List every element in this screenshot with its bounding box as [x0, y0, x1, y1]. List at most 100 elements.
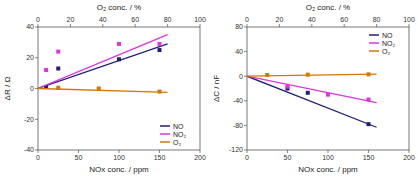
x-tick-label: 0	[245, 154, 249, 161]
legend-label: NO	[173, 123, 184, 130]
x-axis-label: NOx conc. / ppm	[298, 165, 358, 174]
series-point	[117, 57, 121, 61]
legend-swatch	[369, 42, 379, 44]
series-point	[158, 48, 162, 52]
x2-tick	[200, 24, 201, 27]
legend-swatch	[369, 50, 379, 52]
series-line	[38, 35, 168, 89]
series-point	[56, 50, 60, 54]
y-tick	[244, 100, 247, 101]
x-tick	[200, 150, 201, 153]
x2-tick-label: 20	[67, 16, 75, 23]
x-tick	[119, 150, 120, 153]
legend-label: NO	[382, 32, 393, 39]
series-point	[117, 42, 121, 46]
chart-svg: 0 50 100 150 200 0 20 40 60 80 100 -40 -20 0 20 40 NOx c…	[0, 0, 418, 181]
series-point	[265, 73, 269, 77]
x2-tick-label: 0	[36, 16, 40, 23]
series-point	[367, 98, 371, 102]
series-point	[306, 73, 310, 77]
x2-tick-label: 100	[194, 16, 206, 23]
x2-tick-label: 80	[373, 16, 381, 23]
y-tick-label: 0	[30, 85, 34, 92]
x-tick-label: 200	[403, 154, 415, 161]
y-tick	[35, 119, 38, 120]
y-tick	[244, 76, 247, 77]
y-tick	[35, 150, 38, 151]
x2-tick-label: 60	[340, 16, 348, 23]
x2-tick-label: 80	[164, 16, 172, 23]
x-tick	[368, 150, 369, 153]
series-point	[158, 90, 162, 94]
x2-tick-label: 40	[99, 16, 107, 23]
series-point	[306, 91, 310, 95]
x2-tick-label: 100	[403, 16, 415, 23]
x-tick-label: 50	[284, 154, 292, 161]
y-tick-label: -120	[229, 146, 243, 153]
series-point	[367, 72, 371, 76]
legend-label: O₂	[382, 48, 390, 55]
x-tick	[409, 150, 410, 153]
x2-tick-label: 20	[276, 16, 284, 23]
y-tick	[35, 27, 38, 28]
x2-axis-label: O₂ conc. / %	[306, 3, 350, 12]
x-tick	[159, 150, 160, 153]
series-line	[38, 44, 168, 89]
x2-tick	[167, 24, 168, 27]
x2-tick	[376, 24, 377, 27]
x-tick	[38, 150, 39, 153]
series-point	[286, 85, 290, 89]
series-point	[56, 86, 60, 90]
legend-swatch	[160, 141, 170, 143]
x2-tick	[344, 24, 345, 27]
legend-swatch	[160, 133, 170, 135]
x2-tick-label: 40	[308, 16, 316, 23]
y-tick-label: -20	[24, 116, 34, 123]
x-tick-label: 150	[154, 154, 166, 161]
y-tick-label: 0	[239, 73, 243, 80]
x-tick-label: 200	[194, 154, 206, 161]
x-tick-label: 150	[363, 154, 375, 161]
series-line	[247, 76, 377, 102]
x-tick-label: 0	[36, 154, 40, 161]
y-tick	[244, 125, 247, 126]
y-tick-label: 40	[26, 23, 34, 30]
series-point	[158, 42, 162, 46]
x2-tick	[102, 24, 103, 27]
series-point	[44, 68, 48, 72]
data-layer	[247, 72, 377, 127]
x2-tick	[311, 24, 312, 27]
y-tick-label: -40	[24, 146, 34, 153]
data-layer	[38, 35, 168, 94]
y-tick-label: -80	[233, 122, 243, 129]
series-point	[97, 87, 101, 91]
plot-frame	[38, 27, 200, 150]
series-point	[56, 67, 60, 71]
x2-tick	[135, 24, 136, 27]
legend-label: O₂	[173, 139, 181, 146]
legend-swatch	[369, 34, 379, 36]
x-axis-label: NOx conc. / ppm	[89, 165, 149, 174]
y-tick-label: 80	[235, 23, 243, 30]
y-tick-label: 40	[235, 48, 243, 55]
y-tick	[35, 57, 38, 58]
plot-frame	[247, 27, 409, 150]
x-tick-label: 100	[113, 154, 125, 161]
panel: 050100150200020406080100-120-80-4004080N…	[212, 3, 415, 174]
y-tick	[244, 27, 247, 28]
x-tick-label: 100	[322, 154, 334, 161]
x2-tick-label: 60	[131, 16, 139, 23]
x-tick	[78, 150, 79, 153]
legend-swatch	[160, 125, 170, 127]
y-tick	[244, 51, 247, 52]
x-tick	[287, 150, 288, 153]
x-tick	[328, 150, 329, 153]
x2-axis-label: O₂ conc. / %	[97, 3, 141, 12]
legend: NONO₂O₂	[369, 32, 396, 55]
legend-label: NO₂	[382, 40, 396, 47]
y-tick-label: -40	[233, 97, 243, 104]
legend-label: NO₂	[173, 131, 187, 138]
x2-tick	[279, 24, 280, 27]
x-tick	[247, 150, 248, 153]
y-tick	[244, 150, 247, 151]
